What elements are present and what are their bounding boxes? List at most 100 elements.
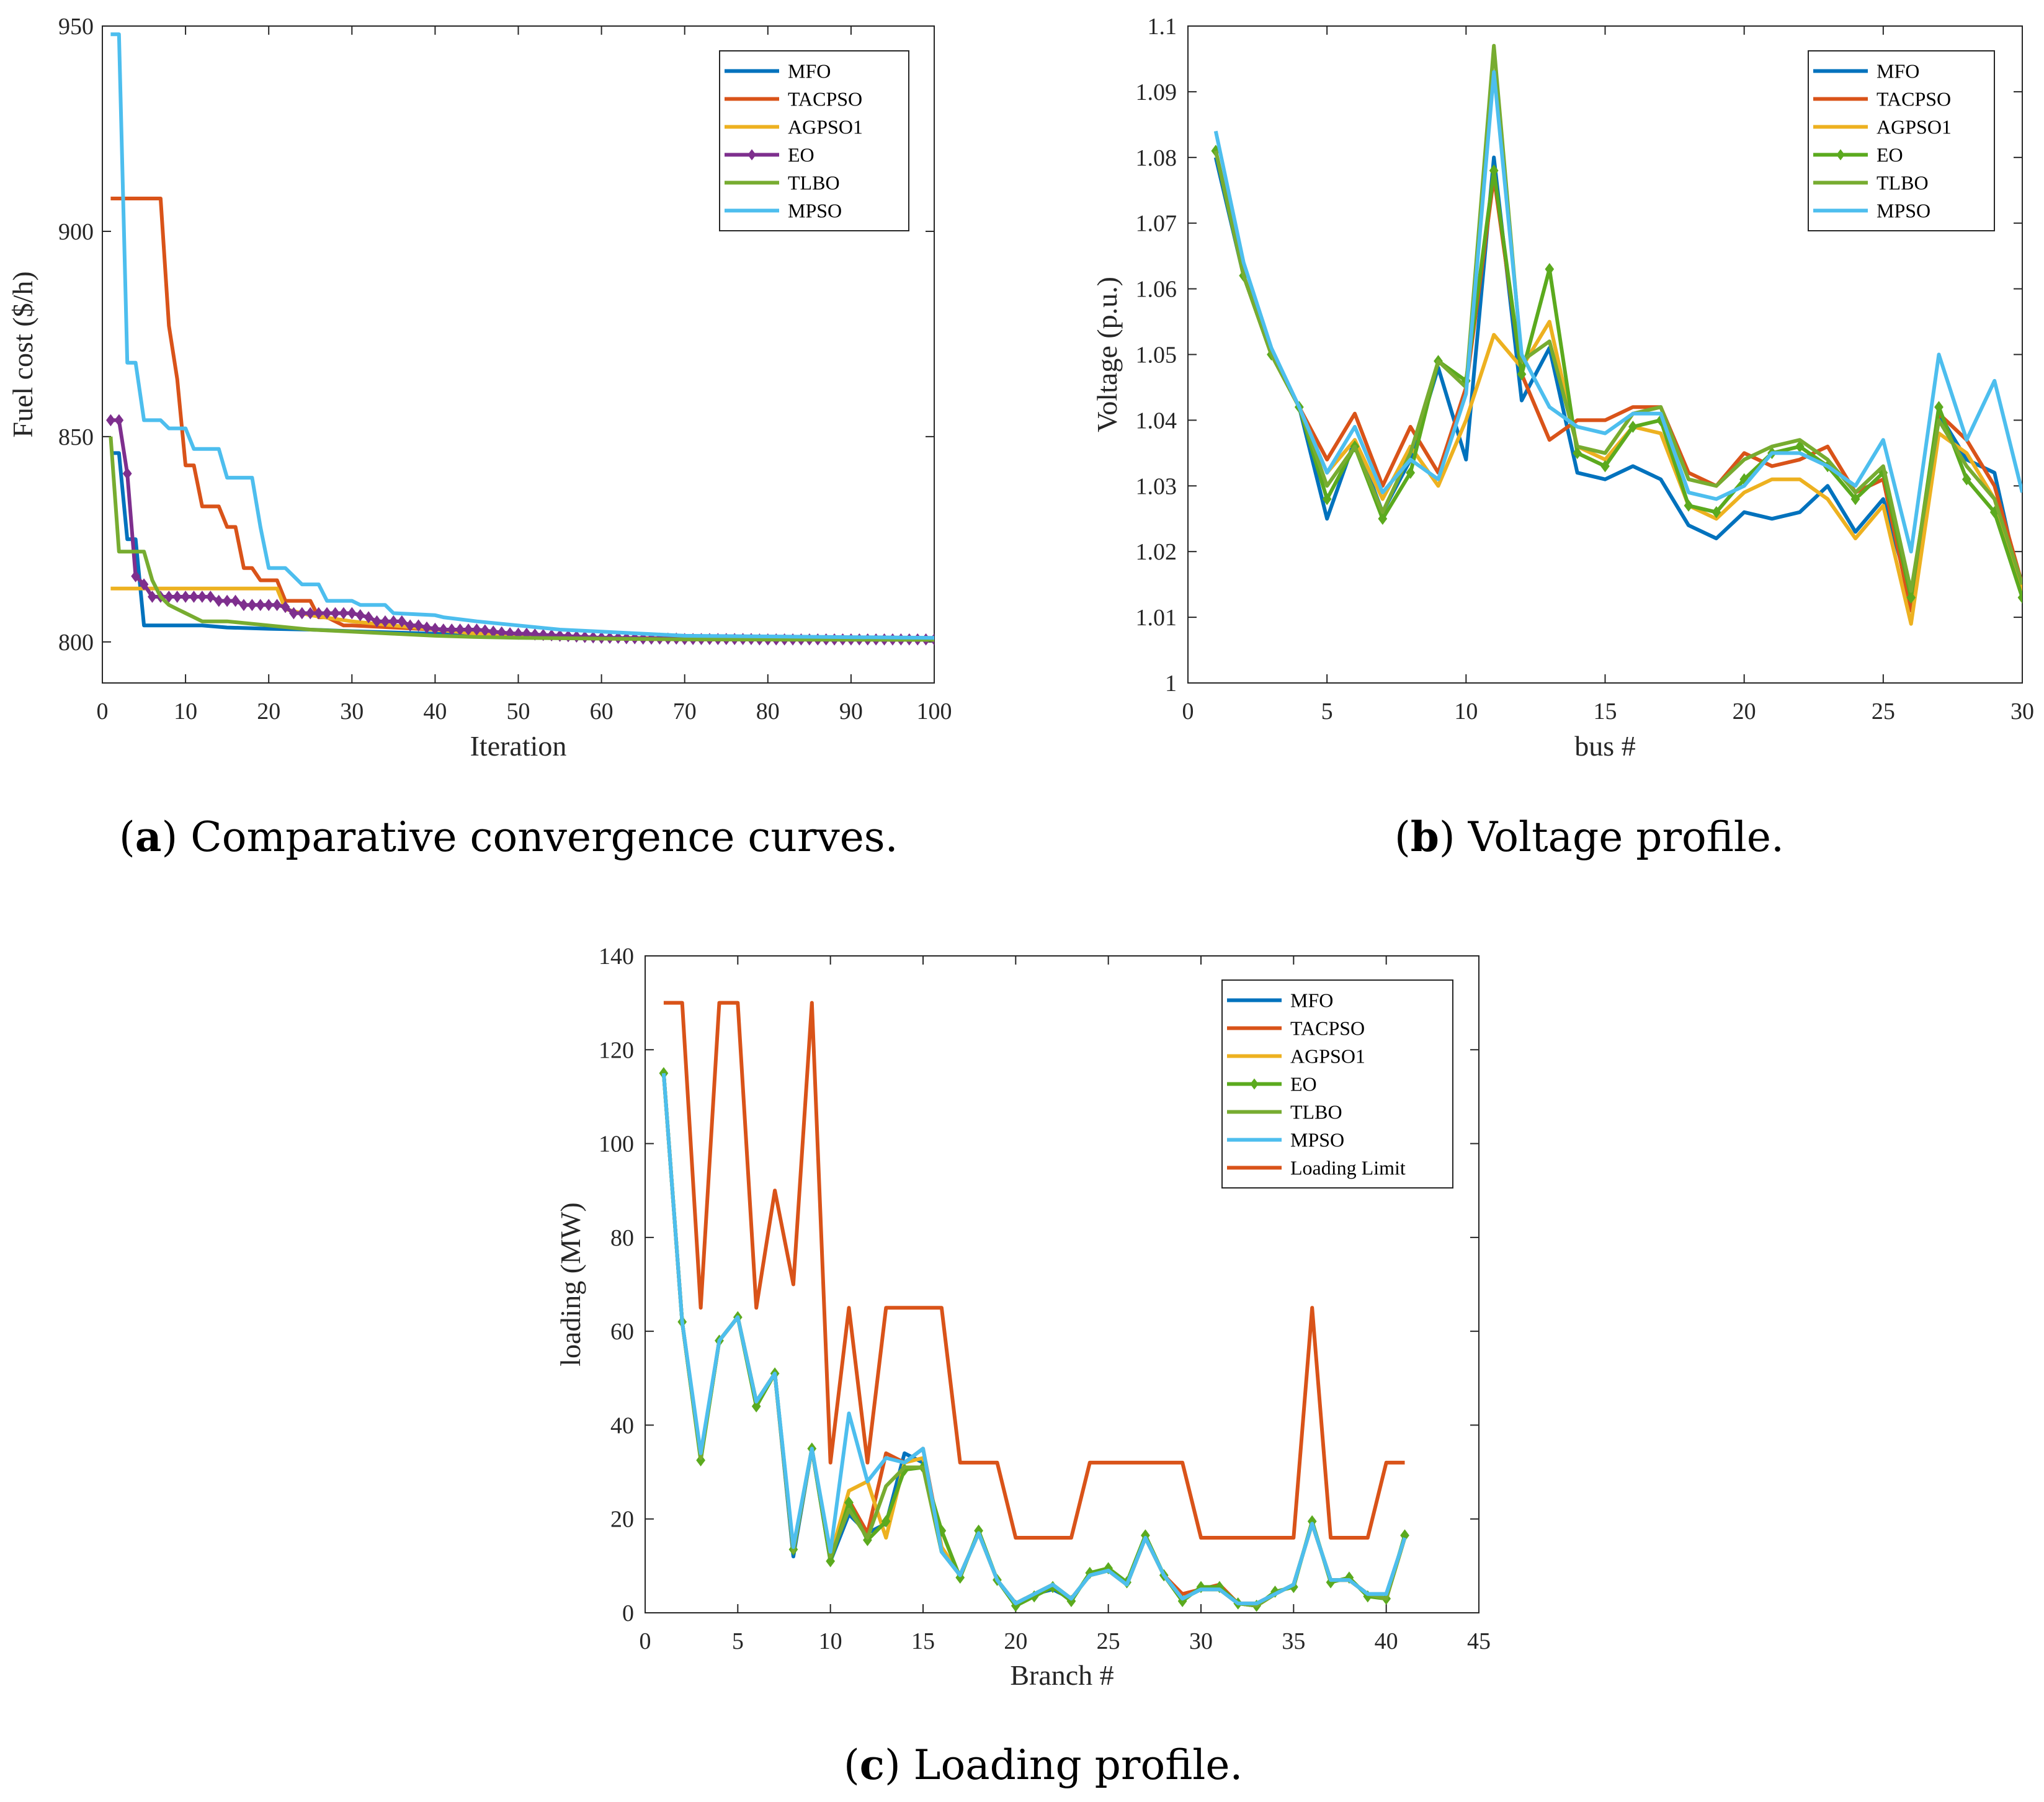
legend-mfo-label: MFO <box>788 60 831 83</box>
series-eo-point <box>231 594 240 607</box>
series-eo-point <box>1322 493 1332 506</box>
x-tick-label: 70 <box>673 698 697 725</box>
caption-a: (a) Comparative convergence curves. <box>119 813 898 861</box>
series-eo-point <box>1961 473 1971 486</box>
legend-eo-marker <box>748 149 756 161</box>
series-eo-point <box>397 615 407 628</box>
x-tick-label: 40 <box>1375 1628 1398 1654</box>
legend-tlbo-label: TLBO <box>1877 172 1929 194</box>
series-eo-point <box>388 615 398 628</box>
caption-c-text: Loading profile. <box>901 1741 1243 1789</box>
plot-area <box>1211 43 2022 626</box>
series-eo-point <box>530 628 540 641</box>
legend-loading-limit-label: Loading Limit <box>1290 1157 1406 1179</box>
x-tick-label: 5 <box>732 1628 744 1654</box>
series-eo-point <box>139 578 149 591</box>
legend-eo-label: EO <box>1290 1073 1317 1095</box>
x-tick-label: 25 <box>1097 1628 1120 1654</box>
series-eo-point <box>131 570 141 582</box>
x-tick-label: 15 <box>911 1628 935 1654</box>
x-tick-label: 0 <box>1182 698 1194 725</box>
legend-tacpso-label: TACPSO <box>788 88 862 110</box>
caption-a-text: Comparative convergence curves. <box>177 813 898 861</box>
x-tick-label: 35 <box>1282 1628 1305 1654</box>
x-axis-label: Iteration <box>470 730 567 762</box>
loading-chart: 0 5 10 15 20 25 30 35 40 45 0 20 40 60 80 100 120 140 Bran… <box>555 943 1491 1691</box>
series-eo-point <box>189 591 199 603</box>
y-tick-label: 850 <box>58 424 94 450</box>
series-eo-point <box>322 607 332 620</box>
series-tlbo-line <box>1213 43 2022 593</box>
series-eo-point <box>272 599 282 612</box>
series-eo-point <box>239 599 249 612</box>
series-eo-point <box>1489 164 1499 177</box>
series-eo-point <box>1517 368 1527 381</box>
y-tick-label: 100 <box>599 1131 634 1157</box>
x-tick-label: 0 <box>640 1628 651 1654</box>
series-eo-point <box>1406 466 1416 479</box>
series-eo-point <box>405 619 415 632</box>
series-eo-point <box>1628 421 1638 433</box>
legend-mpso-label: MPSO <box>1290 1129 1344 1151</box>
x-tick-label: 30 <box>1189 1628 1213 1654</box>
y-tick-label: 140 <box>599 943 634 970</box>
x-tick-label: 10 <box>174 698 197 725</box>
legend-mfo-label: MFO <box>1877 60 1919 83</box>
x-tick-label: 25 <box>1872 698 1895 725</box>
x-tick-label: 5 <box>1321 698 1333 725</box>
x-axis-label: Branch # <box>1010 1659 1113 1691</box>
x-tick-label: 60 <box>590 698 614 725</box>
caption-c: (c) Loading profile. <box>844 1741 1243 1789</box>
series-eo-point <box>256 599 266 612</box>
series-eo-point <box>696 1454 705 1466</box>
series-eo-point <box>751 1400 761 1413</box>
legend-eo-label: EO <box>788 144 814 166</box>
series-eo-point <box>380 615 390 628</box>
y-tick-label: 800 <box>58 630 94 656</box>
series-eo-point <box>148 591 157 603</box>
series-eo-point <box>181 591 190 603</box>
x-tick-label: 0 <box>97 698 109 725</box>
y-axis-label: loading (MW) <box>555 1202 586 1366</box>
y-tick-label: 1.06 <box>1136 277 1177 303</box>
series-eo-point <box>355 609 365 622</box>
x-tick-label: 30 <box>340 698 364 725</box>
x-tick-label: 50 <box>507 698 530 725</box>
series-eo-point <box>372 615 382 628</box>
series-eo-point <box>331 607 340 620</box>
x-tick-label: 15 <box>1594 698 1617 725</box>
series-eo-point <box>1906 591 1916 604</box>
x-tick-label: 90 <box>839 698 863 725</box>
legend-tlbo-label: TLBO <box>788 172 840 194</box>
series-eo-point <box>289 607 298 620</box>
y-tick-label: 1.09 <box>1136 79 1177 105</box>
series-loading-limit-line <box>663 1001 1405 1540</box>
legend-agpso1-label: AGPSO1 <box>788 116 863 138</box>
y-tick-label: 1.02 <box>1136 539 1177 565</box>
y-tick-label: 120 <box>599 1037 634 1063</box>
series-eo-point <box>314 607 324 620</box>
x-tick-label: 10 <box>1454 698 1478 725</box>
series-eo-point <box>1378 512 1388 525</box>
series-eo-point <box>414 619 423 632</box>
y-tick-label: 1.05 <box>1136 342 1177 368</box>
y-tick-label: 1.03 <box>1136 473 1177 499</box>
y-axis-label: Fuel cost ($/h) <box>7 271 38 437</box>
series-eo-point <box>826 1554 836 1568</box>
y-tick-label: 1 <box>1165 671 1177 697</box>
legend-eo-marker <box>1250 1078 1259 1090</box>
series-eo-point <box>1684 499 1694 512</box>
series-mpso-line <box>1213 70 2022 554</box>
y-tick-label: 60 <box>610 1319 634 1345</box>
y-tick-label: 80 <box>610 1225 634 1251</box>
series-eo-point <box>881 1515 891 1528</box>
x-tick-label: 10 <box>819 1628 842 1654</box>
series-agpso1-line <box>1213 150 2022 626</box>
series-eo-point <box>1934 401 1944 414</box>
series-eo-point <box>1573 447 1582 460</box>
x-tick-label: 20 <box>1733 698 1756 725</box>
series-eo-point <box>297 607 307 620</box>
x-axis-label: bus # <box>1574 730 1635 762</box>
series-eo-point <box>1600 460 1610 473</box>
